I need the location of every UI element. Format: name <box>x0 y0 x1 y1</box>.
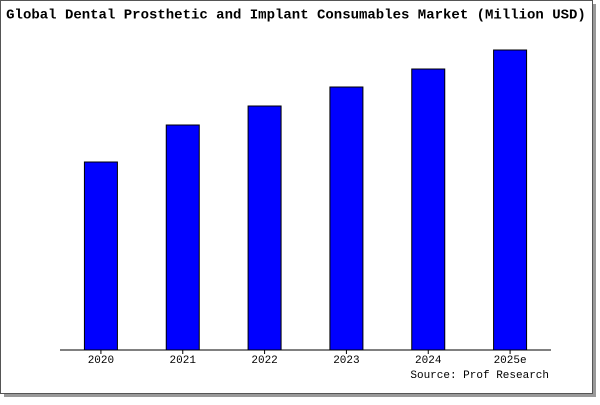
x-tick-label: 2022 <box>251 355 277 367</box>
x-tick-label: 2023 <box>333 355 359 367</box>
x-tick-label: 2020 <box>88 355 114 367</box>
bar <box>247 105 282 351</box>
x-tick-label: 2025e <box>494 355 527 367</box>
bar <box>493 49 528 351</box>
bar <box>329 86 364 351</box>
bar <box>165 124 200 351</box>
bar <box>411 68 446 351</box>
chart-title: Global Dental Prosthetic and Implant Con… <box>6 8 586 24</box>
bar <box>83 161 118 351</box>
x-tick-label: 2024 <box>415 355 442 367</box>
x-tick-label: 2021 <box>170 355 197 367</box>
source-note: Source: Prof Research <box>410 370 549 382</box>
